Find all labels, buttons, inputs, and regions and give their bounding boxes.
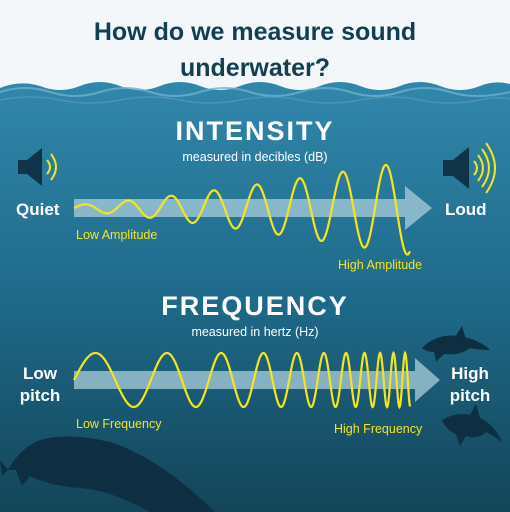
intensity-wave: [73, 163, 411, 256]
title-line-1: How do we measure sound: [93, 18, 417, 46]
low-pitch-label: Low pitch: [18, 363, 62, 407]
speaker-loud-icon: [443, 142, 496, 194]
intensity-subheading: measured in decibles (dB): [182, 150, 328, 164]
loud-label: Loud: [445, 200, 487, 219]
dolphin-icon: [422, 326, 490, 362]
high-pitch-line-1: High: [451, 364, 489, 383]
quiet-label: Quiet: [16, 200, 60, 219]
page-title: How do we measure sound underwater?: [0, 14, 510, 86]
intensity-arrow: [74, 186, 432, 230]
intensity-heading: INTENSITY: [175, 116, 335, 146]
surface-wave-highlight: [0, 87, 510, 97]
dolphin-icon: [442, 404, 502, 446]
low-frequency-label: Low Frequency: [76, 417, 162, 431]
speaker-quiet-icon: [18, 148, 57, 186]
low-pitch-line-2: pitch: [19, 386, 61, 405]
low-amplitude-label: Low Amplitude: [76, 228, 158, 242]
high-amplitude-label: High Amplitude: [338, 258, 423, 272]
title-line-2: underwater?: [179, 54, 331, 82]
frequency-heading: FREQUENCY: [161, 291, 349, 321]
frequency-arrow: [74, 358, 440, 402]
low-pitch-line-1: Low: [23, 364, 57, 383]
high-frequency-label: High Frequency: [334, 422, 423, 436]
high-pitch-line-2: pitch: [449, 386, 491, 405]
high-pitch-label: High pitch: [444, 363, 496, 407]
frequency-wave: [73, 350, 412, 410]
surface-wave-highlight: [0, 96, 510, 104]
whale-icon: [0, 436, 215, 512]
frequency-subheading: measured in hertz (Hz): [191, 325, 319, 339]
